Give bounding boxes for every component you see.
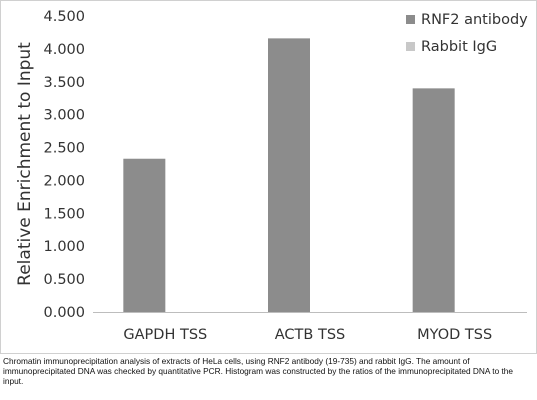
- y-tick-label: 3.000: [43, 108, 85, 124]
- x-category-label: ACTB TSS: [275, 327, 345, 343]
- y-tick-label: 2.000: [43, 173, 85, 189]
- legend-entry: Rabbit IgG: [421, 39, 497, 55]
- bars: [123, 38, 455, 313]
- y-tick-label: 1.000: [43, 239, 85, 255]
- legend: RNF2 antibody Rabbit IgG: [406, 12, 528, 55]
- x-category-label: GAPDH TSS: [123, 327, 207, 343]
- y-tick-label: 0.500: [43, 272, 85, 288]
- bar-rnf2-antibody: [412, 88, 455, 312]
- y-tick-label: 3.500: [43, 75, 85, 91]
- bar-rnf2-antibody: [123, 158, 166, 312]
- legend-swatch: [406, 42, 415, 51]
- y-axis-ticks: 0.000 0.500 1.000 1.500 2.000 2.500 3.000 3.500…: [43, 9, 85, 321]
- y-tick-label: 0.000: [43, 305, 85, 321]
- x-axis-category-labels: GAPDH TSS ACTB TSS MYOD TSS: [123, 327, 492, 343]
- y-tick-label: 2.500: [43, 141, 85, 157]
- bar-rnf2-antibody: [268, 38, 310, 313]
- legend-entry: RNF2 antibody: [421, 12, 528, 28]
- y-tick-label: 4.000: [43, 42, 85, 58]
- x-category-label: MYOD TSS: [417, 327, 492, 343]
- chart-frame: 0.000 0.500 1.000 1.500 2.000 2.500 3.000 3.500…: [0, 0, 537, 354]
- legend-swatch: [406, 15, 415, 24]
- y-tick-label: 1.500: [43, 206, 85, 222]
- y-tick-label: 4.500: [43, 9, 85, 25]
- bar-chart: 0.000 0.500 1.000 1.500 2.000 2.500 3.000 3.500…: [15, 9, 528, 343]
- figure-caption: Chromatin immunoprecipitation analysis o…: [3, 356, 514, 386]
- y-axis-title: Relative Enrichment to Input: [15, 42, 35, 286]
